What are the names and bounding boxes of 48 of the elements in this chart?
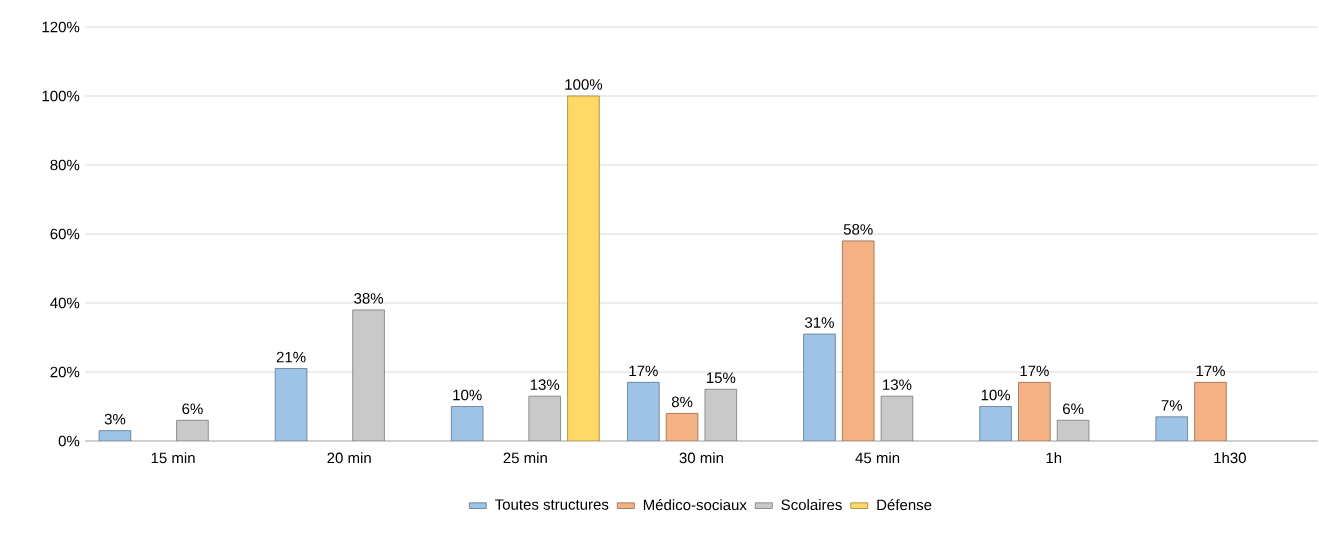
legend-label: Toutes structures [495, 499, 609, 510]
y-tick-label: 60% [50, 228, 80, 240]
x-tick-label: 30 min [679, 452, 723, 464]
data-label: 13% [883, 379, 912, 390]
bar [450, 406, 484, 441]
x-tick-label: 1h [1046, 452, 1062, 464]
data-label: 7% [1161, 400, 1183, 411]
bar [880, 395, 914, 441]
data-label: 8% [671, 396, 693, 408]
data-label: 38% [354, 293, 384, 304]
legend-label: Défense [877, 499, 932, 511]
bar [274, 368, 308, 441]
bar [1018, 381, 1051, 441]
legend-label: Scolaires [781, 499, 842, 511]
legend-label: Médico-sociaux [643, 499, 747, 511]
bar [704, 388, 738, 441]
data-label: 6% [1063, 403, 1084, 415]
x-tick-label: 45 min [855, 452, 900, 464]
x-tick-label: 25 min [503, 452, 547, 464]
data-label: 17% [1196, 365, 1225, 377]
y-tick-label: 40% [50, 297, 80, 309]
data-label: 13% [530, 379, 560, 390]
data-label: 100% [565, 79, 603, 90]
data-label: 17% [1020, 365, 1049, 377]
bar [528, 395, 561, 441]
y-tick-label: 80% [50, 159, 80, 171]
bar [1194, 381, 1227, 441]
x-tick-label: 1h30 [1214, 452, 1246, 464]
data-label: 15% [706, 372, 736, 384]
data-label: 58% [843, 224, 873, 235]
bar [803, 333, 836, 441]
data-label: 31% [805, 317, 834, 328]
bar [627, 381, 660, 441]
data-label: 10% [453, 389, 482, 401]
y-tick-label: 0% [58, 435, 80, 447]
data-label: 6% [182, 403, 203, 415]
y-tick-label: 100% [42, 90, 80, 102]
y-tick-label: 20% [50, 366, 80, 378]
bar [841, 240, 875, 441]
data-label: 17% [629, 365, 658, 377]
data-label: 10% [981, 389, 1011, 401]
y-tick-label: 120% [42, 21, 80, 33]
bar [979, 406, 1012, 441]
x-tick-label: 15 min [151, 452, 195, 464]
bar [176, 419, 209, 441]
data-label: 21% [276, 351, 306, 363]
x-tick-label: 20 min [327, 452, 371, 464]
data-label: 3% [104, 413, 126, 425]
